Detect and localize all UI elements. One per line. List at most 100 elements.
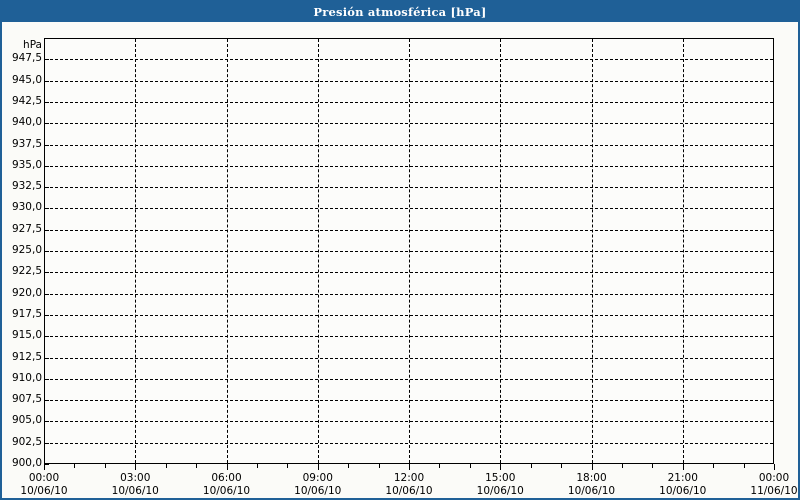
x-axis-tick-minor <box>165 464 167 468</box>
y-axis-tick <box>44 314 49 316</box>
gridline-vertical <box>500 39 502 463</box>
x-axis-tick-major <box>44 464 45 470</box>
y-axis-tick-label: 937,5 <box>11 137 42 150</box>
x-axis-tick-major <box>591 464 593 470</box>
x-axis-tick-label: 00:00 10/06/10 <box>2 472 89 498</box>
x-axis-tick-major <box>500 464 502 470</box>
y-axis-tick-label: 917,5 <box>11 307 42 320</box>
x-axis-tick-label: 12:00 10/06/10 <box>364 472 454 498</box>
y-axis-tick-label: 922,5 <box>11 265 42 278</box>
y-axis-tick-label: 902,5 <box>11 435 42 448</box>
y-axis-tick <box>44 229 49 231</box>
x-axis-tick-time: 00:00 <box>28 472 60 484</box>
x-axis-tick-minor <box>104 464 106 468</box>
y-axis-tick-label: 905,0 <box>11 414 42 427</box>
y-axis-tick <box>44 357 49 359</box>
y-axis-tick-label: 935,0 <box>11 158 42 171</box>
y-axis-tick-label: 907,5 <box>11 393 42 406</box>
gridline-vertical <box>409 39 410 463</box>
x-axis-tick-label: 06:00 10/06/10 <box>182 472 272 498</box>
x-axis-tick-date: 10/06/10 <box>385 485 433 497</box>
y-axis-tick <box>44 400 49 402</box>
gridline-vertical <box>135 39 137 463</box>
x-axis-tick-minor <box>287 464 289 468</box>
y-axis-tick-label: 932,5 <box>11 180 42 193</box>
x-axis-tick-major <box>774 464 775 470</box>
x-axis-tick-minor <box>348 464 350 468</box>
gridline-vertical <box>226 39 228 463</box>
x-axis-tick-label: 15:00 10/06/10 <box>455 472 545 498</box>
y-axis-labels: hPa 947,5 945,0 942,5 940,0 937,5 935,0 932,5 9… <box>2 2 42 498</box>
y-axis-tick <box>44 442 49 444</box>
x-axis-tick-major <box>682 464 684 470</box>
x-axis-tick-label: 21:00 10/06/10 <box>638 472 728 498</box>
x-axis-tick-minor <box>713 464 715 468</box>
y-axis-tick <box>44 251 49 252</box>
x-axis-tick-date: 11/06/10 <box>750 485 798 497</box>
y-axis-tick-label: 920,0 <box>11 286 42 299</box>
y-axis-tick <box>44 378 49 380</box>
x-axis-tick-minor <box>74 464 76 468</box>
x-axis-tick-time: 21:00 <box>667 472 698 484</box>
gridline-vertical <box>317 39 319 463</box>
x-axis-tick-minor <box>378 464 380 468</box>
x-axis-tick-date: 10/06/10 <box>202 485 251 497</box>
x-axis-tick-minor <box>256 464 258 468</box>
chart-title: Presión atmosférica [hPa] <box>2 2 798 22</box>
x-axis-tick-minor <box>439 464 441 468</box>
x-axis-tick-minor <box>652 464 654 468</box>
x-axis-tick-time: 18:00 <box>576 472 607 484</box>
y-axis-tick <box>44 208 49 210</box>
gridline-vertical <box>682 39 684 463</box>
x-axis-tick-label: 03:00 10/06/10 <box>90 472 180 498</box>
x-axis-tick-minor <box>469 464 471 468</box>
x-axis-tick-date: 10/06/10 <box>20 485 68 497</box>
y-axis-tick-label: 947,5 <box>11 52 42 65</box>
y-axis-tick-label: 900,0 <box>11 457 42 469</box>
x-axis-tick-minor <box>561 464 563 468</box>
x-axis-tick-date: 10/06/10 <box>476 485 524 497</box>
y-axis-tick-label: 915,0 <box>11 329 42 342</box>
x-axis-tick-label: 09:00 10/06/10 <box>273 472 363 498</box>
y-axis-tick-label: 925,0 <box>11 244 42 256</box>
x-axis-tick-major <box>226 464 228 470</box>
y-axis-tick <box>44 293 49 295</box>
y-axis-tick <box>44 272 49 274</box>
y-axis-tick <box>44 464 49 465</box>
y-axis-tick <box>44 123 49 125</box>
y-axis-tick-label: 945,0 <box>11 73 42 86</box>
x-axis-tick-minor <box>621 464 623 468</box>
y-axis-tick <box>44 101 49 103</box>
x-axis-tick-minor <box>530 464 532 468</box>
x-axis-tick-date: 10/06/10 <box>294 485 342 497</box>
y-axis-tick <box>44 165 49 167</box>
y-axis-tick-label: 912,5 <box>11 350 42 363</box>
x-axis-tick-time: 00:00 <box>758 472 790 484</box>
x-axis-tick-label: 18:00 10/06/10 <box>547 472 637 498</box>
x-axis-tick-date: 10/06/10 <box>659 485 707 497</box>
x-axis-tick-label: 00:00 11/06/10 <box>729 472 798 498</box>
y-axis-tick <box>44 187 49 189</box>
y-axis-tick <box>44 421 49 423</box>
y-axis-tick <box>44 80 49 82</box>
y-axis-tick <box>44 59 49 61</box>
y-axis-tick-label: 942,5 <box>11 94 42 107</box>
plot-area <box>44 38 774 464</box>
x-axis-tick-time: 03:00 <box>120 472 151 484</box>
x-axis-tick-major <box>317 464 319 470</box>
x-axis-tick-time: 12:00 <box>393 472 425 484</box>
y-axis-tick-label: 940,0 <box>11 116 42 129</box>
x-axis-tick-time: 06:00 <box>211 472 242 484</box>
y-axis-tick <box>44 144 49 146</box>
x-axis-tick-minor <box>743 464 745 468</box>
y-axis-tick-label: 927,5 <box>11 222 42 235</box>
gridline-vertical <box>591 39 593 463</box>
x-axis-tick-date: 10/06/10 <box>567 485 616 497</box>
y-axis-tick-label: 910,0 <box>11 371 42 384</box>
x-axis-tick-time: 09:00 <box>302 472 333 484</box>
x-axis-tick-date: 10/06/10 <box>111 485 159 497</box>
y-axis-tick <box>44 336 49 338</box>
x-axis-tick-minor <box>196 464 198 468</box>
x-axis-tick-major <box>409 464 410 470</box>
